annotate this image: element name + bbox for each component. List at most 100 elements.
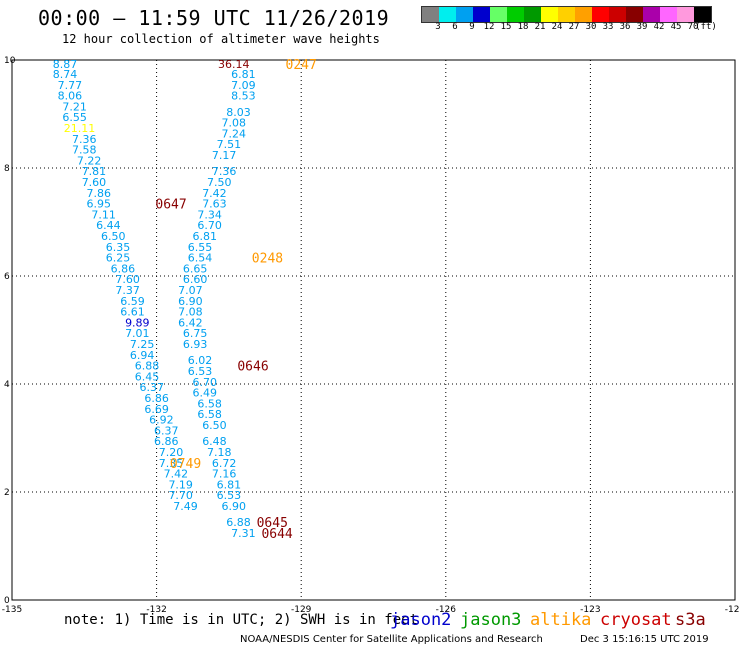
wave-height-label: 7.18 bbox=[207, 446, 232, 459]
color-legend-bar bbox=[421, 6, 712, 23]
chart-title: 00:00 – 11:59 UTC 11/26/2019 bbox=[38, 6, 390, 30]
legend-swatch bbox=[575, 7, 592, 22]
legend-unit: (ft) bbox=[695, 22, 717, 32]
wave-height-label: 7.42 bbox=[202, 187, 227, 200]
plot-border bbox=[11, 59, 736, 601]
legend-label: 3 bbox=[435, 22, 441, 32]
legend-swatch bbox=[524, 7, 541, 22]
footer-timestamp: Dec 3 15:16:15 UTC 2019 bbox=[580, 634, 709, 645]
wave-height-label: 7.20 bbox=[159, 446, 184, 459]
wave-height-label: 6.58 bbox=[197, 408, 222, 421]
wave-height-label: 6.86 bbox=[154, 435, 179, 448]
wave-height-label: 6.65 bbox=[183, 262, 208, 275]
legend-label: 70 bbox=[687, 22, 699, 32]
y-tick-label: 2 bbox=[4, 488, 10, 498]
wave-height-label: 7.17 bbox=[212, 149, 237, 162]
wave-height-label: 6.94 bbox=[130, 349, 155, 362]
legend-swatch bbox=[643, 7, 660, 22]
wave-height-label: 8.03 bbox=[226, 106, 251, 119]
pass-time-label: 0645 bbox=[257, 516, 288, 531]
wave-height-label: 6.88 bbox=[135, 360, 160, 373]
wave-height-label: 7.60 bbox=[115, 273, 140, 286]
x-tick-label: -123 bbox=[580, 605, 600, 615]
x-tick-label: -129 bbox=[291, 605, 312, 615]
wave-height-label: 6.25 bbox=[106, 252, 131, 265]
y-tick-label: 10 bbox=[4, 56, 16, 66]
legend-swatch bbox=[473, 7, 490, 22]
wave-height-label: 7.01 bbox=[125, 327, 150, 340]
legend-label: 27 bbox=[568, 22, 580, 32]
wave-height-label: 7.60 bbox=[82, 176, 107, 189]
legend-label: 15 bbox=[500, 22, 512, 32]
wave-height-label: 6.70 bbox=[197, 219, 222, 232]
wave-height-label: 6.55 bbox=[62, 111, 87, 124]
wave-height-label: 7.16 bbox=[212, 468, 237, 481]
wave-height-label: 7.07 bbox=[178, 284, 203, 297]
legend-swatch bbox=[439, 7, 456, 22]
legend-label: 42 bbox=[653, 22, 665, 32]
pass-time-label: 0749 bbox=[170, 457, 201, 472]
wave-height-label: 6.81 bbox=[217, 478, 242, 491]
pass-time-label: 0647 bbox=[155, 198, 186, 213]
legend-label: 9 bbox=[469, 22, 475, 32]
wave-height-label: 7.37 bbox=[115, 284, 140, 297]
wave-height-label: 6.90 bbox=[178, 295, 203, 308]
legend-swatch bbox=[626, 7, 643, 22]
wave-height-label: 6.90 bbox=[221, 500, 246, 513]
legend-swatch bbox=[694, 7, 711, 22]
wave-height-label: 7.36 bbox=[212, 165, 237, 178]
wave-height-label: 7.11 bbox=[91, 208, 116, 221]
legend-label: 18 bbox=[517, 22, 529, 32]
pass-time-label: 0247 bbox=[286, 58, 317, 73]
wave-height-label: 7.31 bbox=[231, 527, 256, 540]
wave-height-label: 6.70 bbox=[193, 376, 218, 389]
wave-height-label: 6.61 bbox=[120, 306, 145, 319]
legend-swatch bbox=[422, 7, 439, 22]
wave-height-label: 6.60 bbox=[183, 273, 208, 286]
wave-height-label: 7.36 bbox=[72, 133, 97, 146]
legend-label: 6 bbox=[452, 22, 458, 32]
satellite-legend-jason3: jason3 bbox=[460, 610, 522, 630]
wave-height-label: 6.37 bbox=[154, 424, 179, 437]
wave-height-label: 6.45 bbox=[135, 370, 160, 383]
chart-subtitle: 12 hour collection of altimeter wave hei… bbox=[62, 32, 380, 46]
wave-height-label: 6.53 bbox=[217, 489, 242, 502]
wave-height-label: 6.59 bbox=[120, 295, 145, 308]
wave-height-label: 7.51 bbox=[217, 138, 242, 151]
pass-time-label: 0646 bbox=[237, 360, 268, 375]
wave-height-label: 7.63 bbox=[202, 198, 227, 211]
wave-height-label: 7.08 bbox=[221, 117, 246, 130]
wave-height-label: 7.34 bbox=[197, 208, 222, 221]
wave-height-label: 6.48 bbox=[202, 435, 227, 448]
footer-note: note: 1) Time is in UTC; 2) SWH is in fe… bbox=[64, 612, 419, 628]
footer-org: NOAA/NESDIS Center for Satellite Applica… bbox=[240, 634, 543, 645]
wave-height-label: 6.54 bbox=[188, 252, 213, 265]
wave-height-label: 7.81 bbox=[82, 165, 107, 178]
wave-height-label: 6.42 bbox=[178, 316, 203, 329]
wave-height-label: 8.74 bbox=[53, 68, 78, 81]
legend-swatch bbox=[456, 7, 473, 22]
wave-height-label: 7.21 bbox=[62, 100, 87, 113]
legend-swatch bbox=[592, 7, 609, 22]
wave-height-label: 9.89 bbox=[125, 316, 150, 329]
pass-time-label: 0644 bbox=[261, 527, 292, 542]
wave-height-label: 7.24 bbox=[221, 127, 246, 140]
wave-height-label: 6.35 bbox=[106, 241, 131, 254]
legend-swatch bbox=[541, 7, 558, 22]
wave-height-label: 6.53 bbox=[188, 365, 213, 378]
legend-swatch bbox=[507, 7, 524, 22]
wave-height-label: 7.19 bbox=[168, 478, 193, 491]
wave-height-label: 6.49 bbox=[193, 387, 218, 400]
legend-label: 33 bbox=[602, 22, 614, 32]
wave-height-label: 6.02 bbox=[188, 354, 213, 367]
legend-label: 24 bbox=[551, 22, 563, 32]
satellite-legend-altika: altika bbox=[530, 610, 592, 630]
wave-height-label: 6.93 bbox=[183, 338, 208, 351]
wave-height-label: 7.58 bbox=[72, 144, 97, 157]
legend-swatch bbox=[609, 7, 626, 22]
wave-height-label: 6.81 bbox=[193, 230, 218, 243]
wave-height-label: 21.11 bbox=[64, 122, 96, 135]
wave-height-label: 6.92 bbox=[149, 414, 174, 427]
pass-time-label: 0248 bbox=[252, 252, 283, 267]
wave-height-label: 7.42 bbox=[164, 468, 189, 481]
